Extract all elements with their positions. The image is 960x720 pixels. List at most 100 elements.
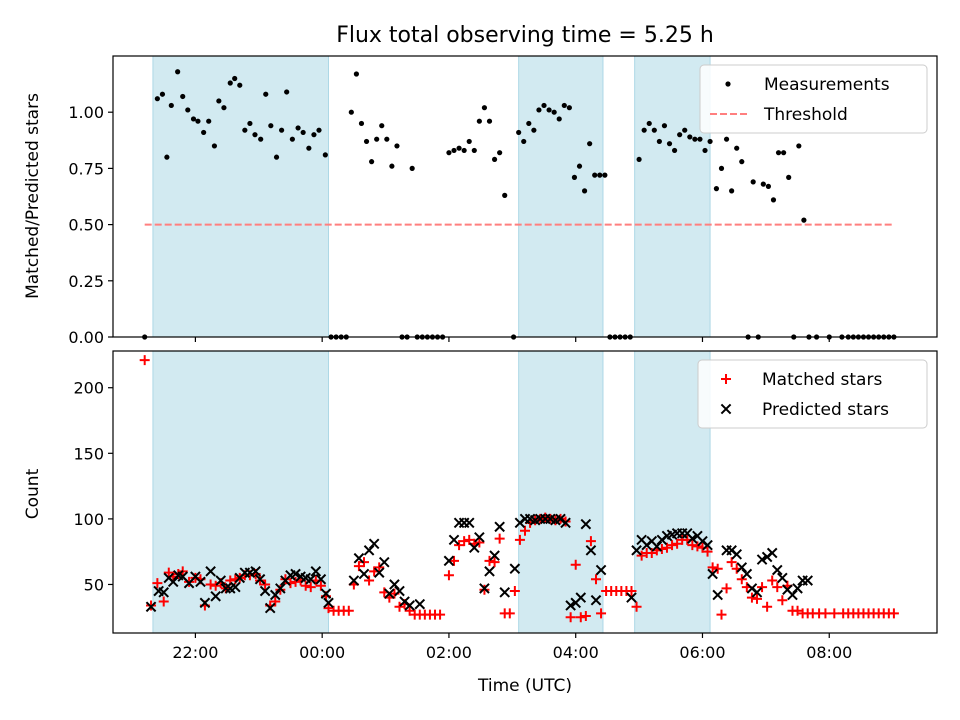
data-point	[751, 593, 762, 604]
data-point	[252, 132, 258, 138]
data-point	[259, 585, 271, 597]
data-point	[232, 75, 238, 82]
data-point	[484, 555, 495, 566]
y-tick-label: 0.00	[68, 328, 104, 347]
data-point	[247, 120, 253, 127]
data-point	[185, 107, 191, 113]
data-point	[731, 548, 743, 560]
data-point	[570, 559, 581, 570]
x-tick-label: 00:00	[299, 643, 345, 662]
data-point	[215, 575, 227, 586]
data-point	[521, 138, 527, 145]
data-point	[702, 539, 713, 551]
data-point	[305, 582, 316, 593]
data-point	[751, 587, 763, 598]
data-point	[468, 542, 480, 554]
data-point	[801, 217, 807, 223]
data-point	[205, 579, 216, 590]
data-point	[353, 71, 359, 77]
data-point	[268, 123, 274, 129]
data-point	[636, 156, 642, 163]
y-tick-label: 200	[73, 379, 104, 398]
y-tick-label: 150	[73, 444, 104, 463]
data-point	[300, 129, 306, 136]
data-point	[576, 163, 583, 169]
data-point	[762, 601, 773, 612]
shaded-interval	[518, 350, 604, 634]
data-point	[766, 547, 778, 559]
data-point	[767, 575, 778, 586]
legend: Measurements Threshold	[699, 64, 928, 134]
data-point	[725, 81, 731, 87]
data-point	[502, 192, 508, 198]
data-point	[667, 540, 678, 551]
data-point	[481, 105, 488, 111]
y-axis-label: Count	[23, 468, 43, 519]
data-point	[364, 575, 375, 586]
data-point	[646, 547, 657, 558]
data-point	[159, 91, 166, 97]
data-point	[796, 143, 802, 149]
data-point	[237, 82, 243, 88]
data-point	[597, 172, 603, 178]
data-point	[692, 136, 698, 142]
data-point	[250, 566, 261, 577]
data-point	[581, 188, 588, 194]
x-tick-label: 22:00	[172, 643, 218, 662]
data-point	[702, 147, 708, 154]
data-point	[343, 605, 354, 616]
data-point	[575, 592, 587, 603]
data-point	[781, 150, 787, 156]
data-point	[497, 150, 503, 156]
data-point	[566, 105, 572, 111]
data-point	[631, 601, 642, 612]
data-point	[295, 125, 301, 131]
data-point	[516, 129, 522, 136]
data-point	[687, 134, 693, 140]
data-point	[556, 116, 562, 122]
data-point	[565, 612, 576, 623]
data-point	[254, 573, 266, 585]
data-point	[154, 96, 160, 102]
data-point	[726, 557, 737, 568]
data-point	[358, 568, 370, 580]
data-point	[777, 595, 788, 606]
axes-frame	[112, 350, 938, 634]
data-point	[374, 136, 380, 142]
series-predicted-stars	[145, 513, 814, 614]
data-point	[777, 572, 788, 584]
data-point	[474, 537, 485, 548]
data-point	[514, 534, 525, 545]
data-point	[712, 563, 723, 574]
data-point	[167, 576, 179, 588]
data-point	[168, 102, 174, 109]
data-point	[736, 562, 748, 573]
data-point	[661, 123, 668, 129]
data-point	[602, 172, 608, 178]
data-point	[771, 564, 783, 576]
data-point	[199, 597, 211, 609]
x-tick-label: 06:00	[679, 643, 725, 662]
axes-frame	[112, 55, 938, 338]
data-point	[590, 574, 601, 585]
data-point	[580, 610, 591, 621]
data-point	[384, 136, 390, 142]
data-point	[211, 143, 218, 149]
data-point	[368, 538, 380, 550]
data-point	[531, 127, 537, 133]
data-point	[221, 105, 227, 111]
data-point	[486, 118, 493, 124]
legend: Matched stars Predicted stars	[697, 359, 928, 429]
data-point	[484, 566, 495, 577]
data-point	[499, 587, 511, 598]
data-point	[466, 138, 472, 145]
data-point	[590, 594, 602, 606]
series-measurements	[142, 69, 897, 340]
data-point	[682, 127, 688, 133]
data-point	[491, 156, 498, 163]
data-point	[786, 174, 792, 180]
data-point	[687, 540, 698, 551]
data-point	[829, 608, 840, 619]
data-point	[474, 531, 485, 543]
data-point	[765, 183, 771, 189]
